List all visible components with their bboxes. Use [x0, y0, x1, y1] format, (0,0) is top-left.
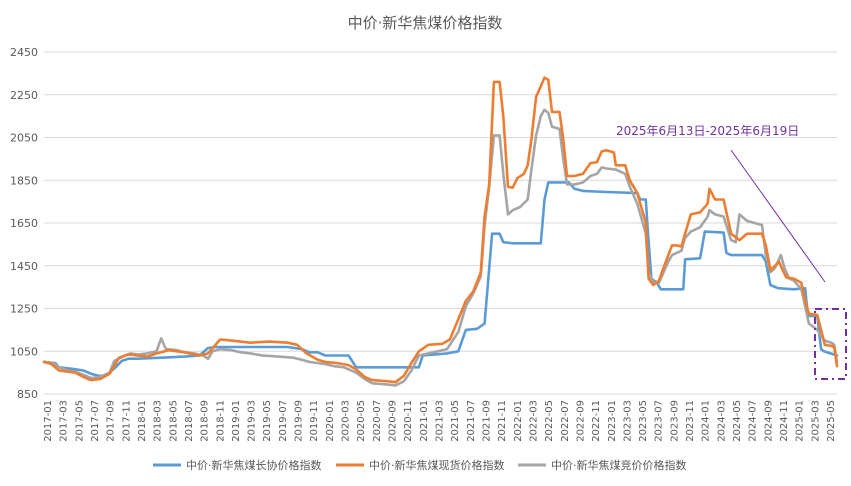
series-line-0: [42, 181, 839, 378]
x-tick-label: 2022-07: [560, 400, 571, 442]
x-tick-label: 2023-05: [638, 400, 649, 442]
x-tick-label: 2017-01: [43, 400, 54, 442]
x-tick-label: 2021-05: [450, 400, 461, 442]
x-tick-label: 2020-05: [356, 400, 367, 442]
x-tick-label: 2023-01: [607, 400, 618, 442]
x-tick-label: 2022-01: [513, 400, 524, 442]
x-tick-label: 2019-11: [309, 400, 320, 442]
annotation-arrow-line: [730, 149, 826, 283]
x-tick-label: 2018-05: [168, 400, 179, 442]
x-tick-label: 2017-07: [90, 400, 101, 442]
x-tick-label: 2019-01: [231, 400, 242, 442]
x-tick-label: 2019-09: [294, 400, 305, 442]
y-tick-label: 1650: [10, 217, 38, 230]
y-axis-ticks: 850 1050 1250 1450 1650 1850 2050 2250 2450: [10, 46, 38, 401]
legend-label: 中价·新华焦煤长协价格指数: [186, 458, 322, 472]
y-tick-label: 1050: [10, 345, 38, 358]
x-tick-label: 2019-05: [262, 400, 273, 442]
y-tick-label: 1850: [10, 174, 38, 187]
x-tick-label: 2018-03: [153, 400, 164, 442]
x-tick-label: 2023-07: [654, 400, 665, 442]
x-tick-label: 2025-03: [810, 400, 821, 442]
x-tick-label: 2020-07: [372, 400, 383, 442]
legend: 中价·新华焦煤长协价格指数 中价·新华焦煤现货价格指数 中价·新华焦煤竞价价格指数: [153, 458, 687, 472]
x-tick-label: 2024-11: [779, 400, 790, 442]
x-tick-label: 2021-07: [466, 400, 477, 442]
series-lines: [42, 76, 839, 387]
x-tick-label: 2025-05: [826, 400, 837, 442]
x-tick-label: 2024-07: [748, 400, 759, 442]
x-tick-label: 2017-11: [121, 400, 132, 442]
x-tick-label: 2022-11: [591, 400, 602, 442]
chart-title: 中价·新华焦煤价格指数: [348, 14, 503, 32]
x-tick-label: 2021-03: [435, 400, 446, 442]
y-tick-label: 2250: [10, 89, 38, 102]
x-tick-label: 2017-03: [59, 400, 70, 442]
x-tick-label: 2019-07: [278, 400, 289, 442]
x-tick-label: 2020-11: [403, 400, 414, 442]
x-tick-label: 2017-09: [106, 400, 117, 442]
x-tick-label: 2020-09: [388, 400, 399, 442]
x-tick-label: 2020-01: [325, 400, 336, 442]
x-tick-label: 2022-09: [575, 400, 586, 442]
y-tick-label: 2050: [10, 132, 38, 145]
x-tick-label: 2017-05: [74, 400, 85, 442]
annotation-group: 2025年6月13日-2025年6月19日: [616, 124, 847, 380]
x-tick-label: 2018-01: [137, 400, 148, 442]
legend-label: 中价·新华焦煤现货价格指数: [369, 458, 505, 472]
x-tick-label: 2020-03: [341, 400, 352, 442]
y-tick-label: 1450: [10, 260, 38, 273]
x-tick-label: 2023-11: [685, 400, 696, 442]
series-line-1: [42, 76, 839, 384]
x-tick-label: 2022-03: [528, 400, 539, 442]
x-axis-ticks: 2017-01 2017-03 2017-05 2017-07 2017-09 2017-…: [43, 400, 837, 442]
x-tick-label: 2024-05: [732, 400, 743, 442]
x-tick-label: 2025-01: [795, 400, 806, 442]
x-tick-label: 2022-05: [544, 400, 555, 442]
x-tick-label: 2024-03: [716, 400, 727, 442]
x-tick-label: 2019-03: [247, 400, 258, 442]
x-tick-label: 2021-09: [481, 400, 492, 442]
y-tick-label: 1250: [10, 303, 38, 316]
x-tick-label: 2024-01: [701, 400, 712, 442]
y-tick-label: 2450: [10, 46, 38, 59]
annotation-label: 2025年6月13日-2025年6月19日: [616, 124, 799, 138]
x-tick-label: 2021-11: [497, 400, 508, 442]
legend-label: 中价·新华焦煤竞价价格指数: [551, 458, 687, 472]
x-tick-label: 2023-03: [622, 400, 633, 442]
x-tick-label: 2023-09: [669, 400, 680, 442]
x-tick-label: 2018-07: [184, 400, 195, 442]
y-tick-label: 850: [17, 388, 38, 401]
x-tick-label: 2018-11: [215, 400, 226, 442]
x-tick-label: 2024-09: [763, 400, 774, 442]
x-tick-label: 2018-09: [200, 400, 211, 442]
x-tick-label: 2021-01: [419, 400, 430, 442]
